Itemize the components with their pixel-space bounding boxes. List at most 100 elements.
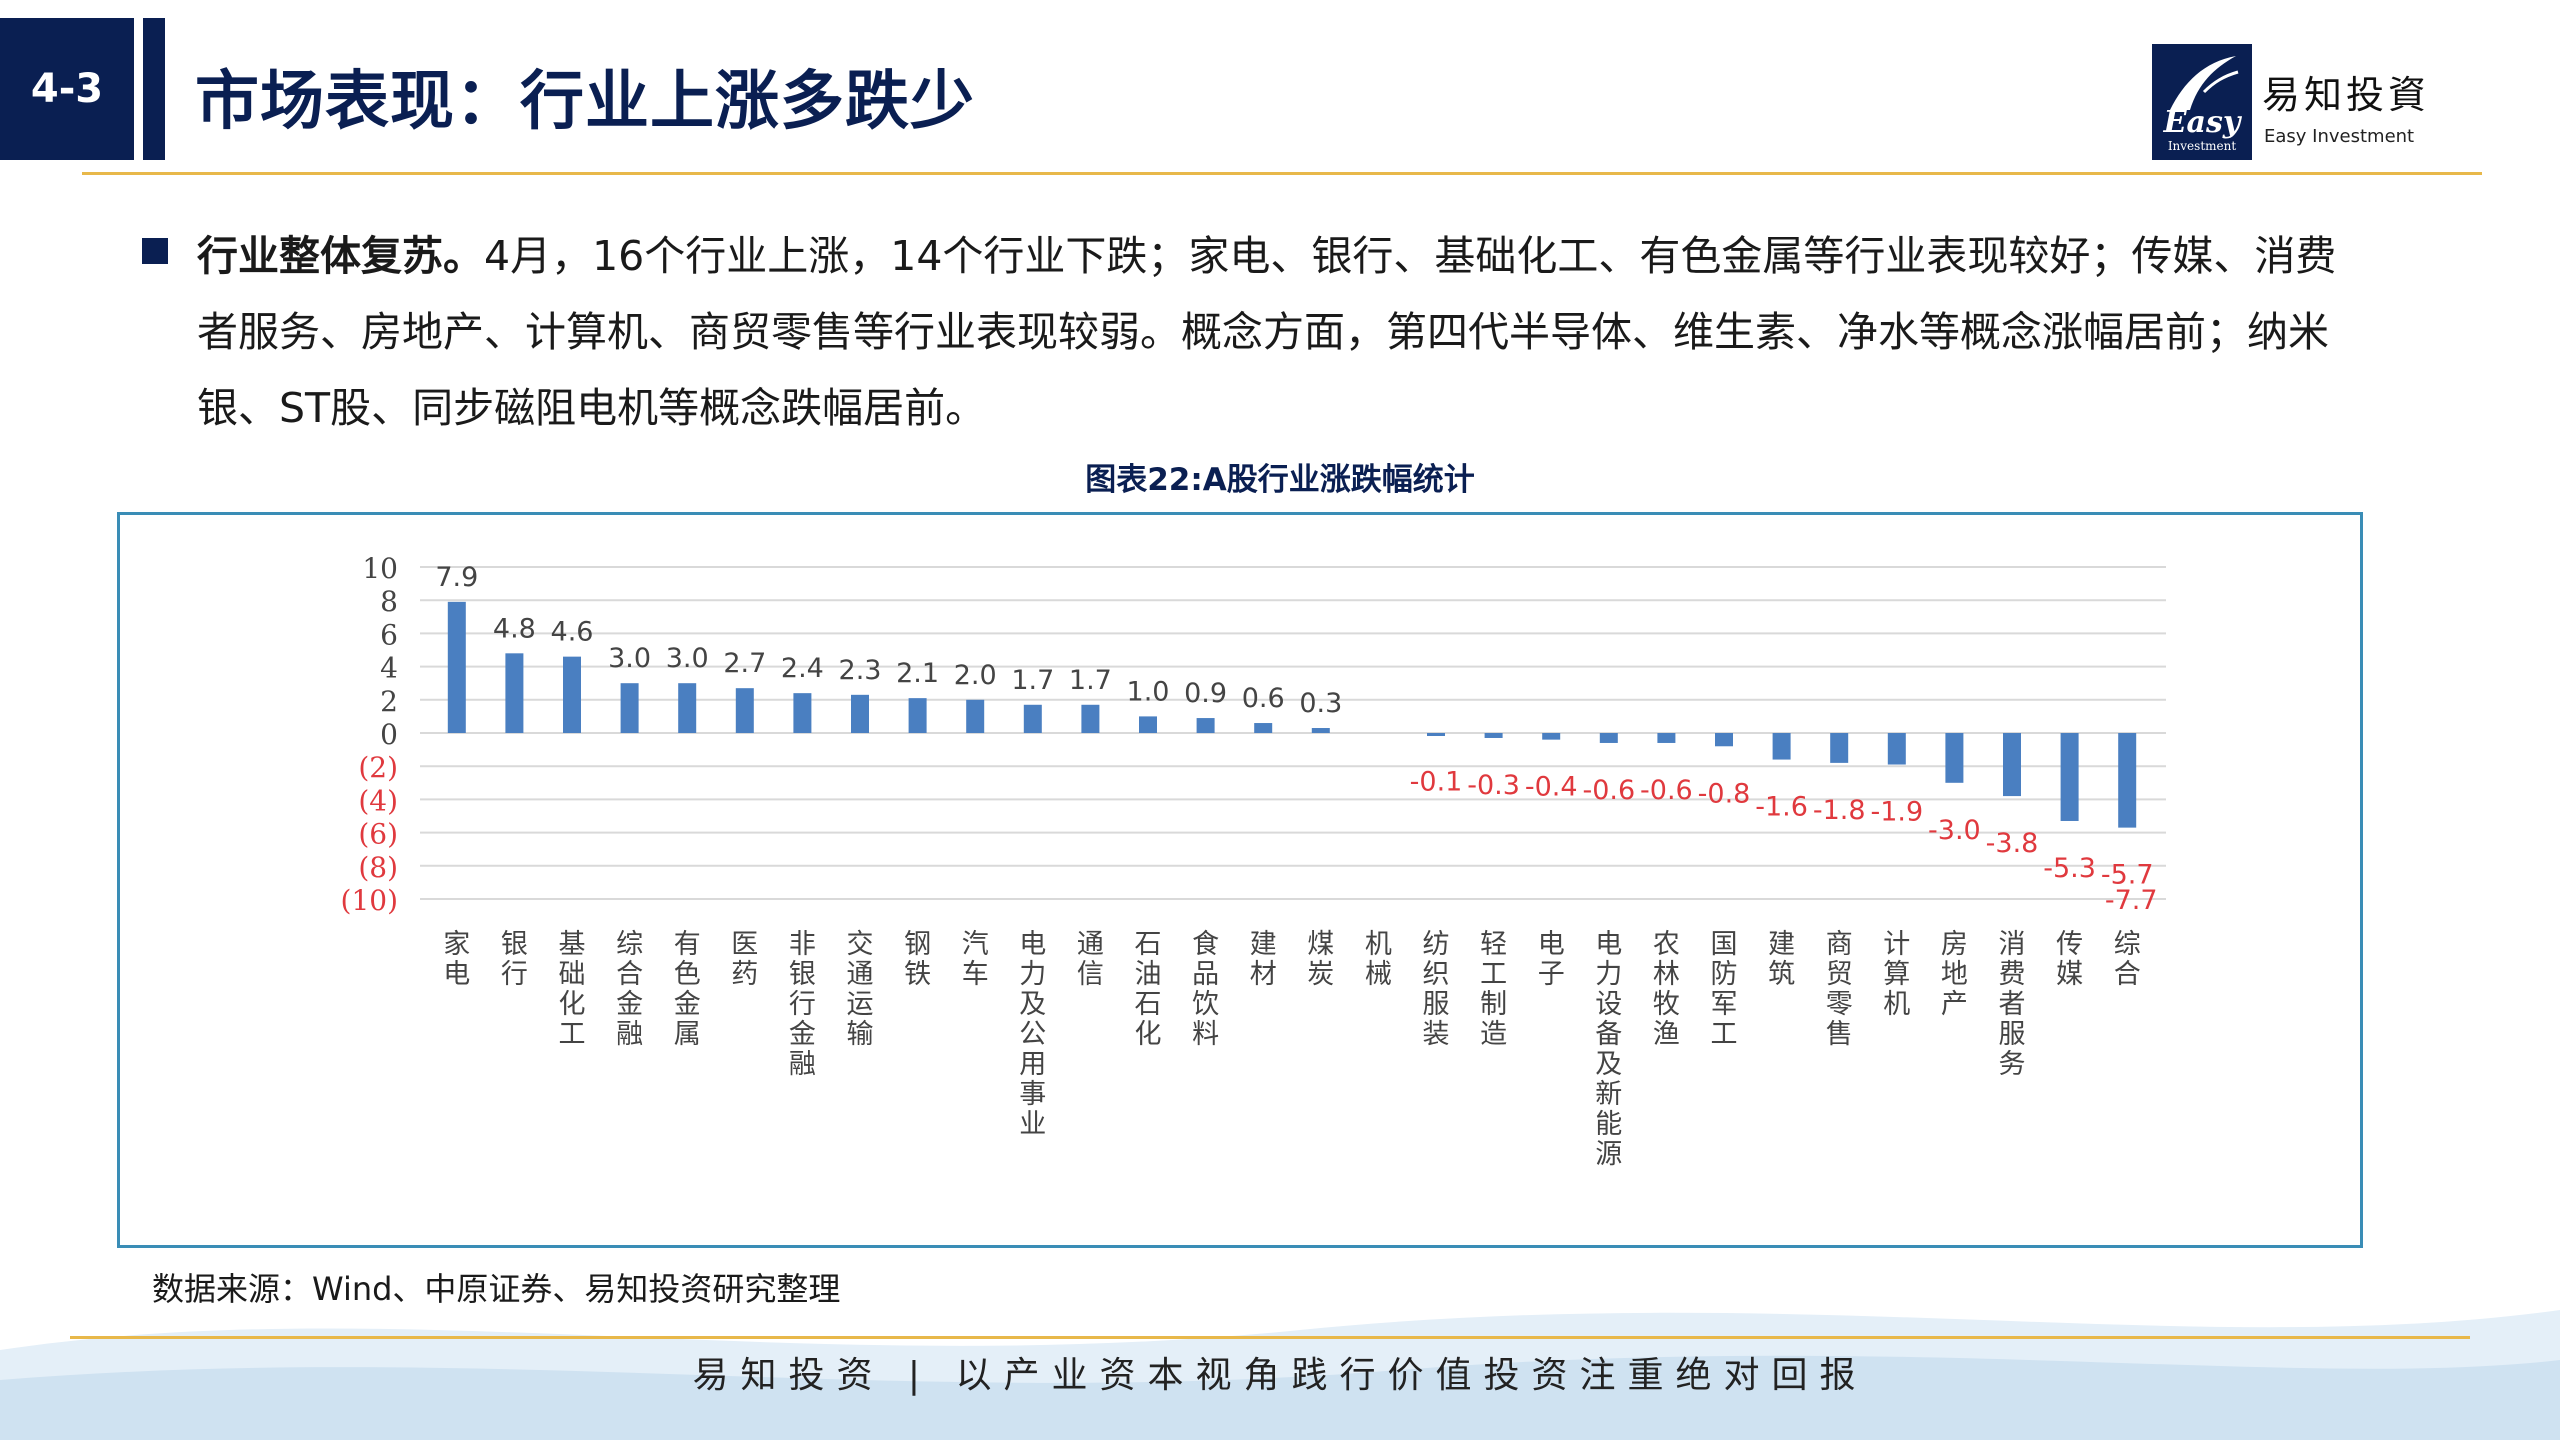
- footer-wave-decoration: [0, 1310, 2560, 1440]
- data-label: -1.8: [1813, 795, 1866, 826]
- category-label: 筑: [1768, 959, 1795, 990]
- category-label: 非: [789, 929, 816, 960]
- bar: [447, 601, 466, 733]
- category-label: 电: [1538, 929, 1565, 960]
- data-label: 2.1: [896, 658, 939, 689]
- category-label: 金: [674, 989, 701, 1020]
- category-label: 金: [616, 989, 643, 1020]
- category-label: 综: [2114, 929, 2141, 960]
- y-tick-label: (2): [358, 751, 398, 784]
- bar: [793, 693, 812, 733]
- bar: [1081, 704, 1100, 733]
- bar: [678, 683, 697, 733]
- category-label: 医: [731, 929, 758, 960]
- category-label: 业: [1019, 1109, 1046, 1140]
- category-label: 工: [1480, 959, 1507, 990]
- logo-subtext: Investment: [2167, 139, 2237, 153]
- bar: [2003, 733, 2021, 797]
- data-label: 4.8: [493, 613, 536, 644]
- category-label: 合: [2114, 959, 2141, 990]
- logo-swoosh-icon: [2170, 56, 2239, 110]
- bar: [1139, 716, 1157, 733]
- category-label: 服: [1999, 1019, 2026, 1050]
- category-label: 力: [1595, 959, 1622, 990]
- data-label: 2.3: [839, 655, 882, 686]
- category-label: 售: [1826, 1019, 1853, 1050]
- category-label: 公: [1019, 1019, 1046, 1050]
- bar: [1311, 728, 1330, 733]
- category-label: 及: [1019, 989, 1046, 1020]
- category-label: 色: [674, 959, 701, 990]
- category-label: 造: [1480, 1019, 1507, 1050]
- category-label: 煤: [1307, 929, 1334, 960]
- section-number: 4-3: [0, 18, 134, 160]
- bar: [1254, 723, 1273, 733]
- bar: [1196, 718, 1215, 733]
- category-label: 工: [559, 1019, 586, 1050]
- category-label: 装: [1423, 1019, 1450, 1050]
- brand-name-en: Easy Investment: [2264, 126, 2415, 147]
- category-label: 汽: [962, 929, 989, 960]
- data-label: -0.1: [1410, 767, 1463, 798]
- data-label: -1.9: [1870, 797, 1923, 828]
- bar: [1772, 733, 1791, 760]
- y-tick-label: 2: [380, 685, 398, 718]
- category-label: 费: [1999, 959, 2026, 990]
- category-label: 用: [1019, 1049, 1046, 1080]
- footer-divider: [70, 1336, 2470, 1339]
- bar: [1945, 733, 1964, 783]
- y-tick-label: 0: [380, 718, 398, 751]
- section-bar: [143, 18, 165, 160]
- category-label: 服: [1423, 989, 1450, 1020]
- category-label: 车: [962, 959, 989, 990]
- y-tick-label: (8): [358, 851, 398, 884]
- bullet-marker: [142, 238, 168, 264]
- data-label: 1.7: [1011, 665, 1054, 696]
- category-label: 料: [1192, 1019, 1219, 1050]
- y-tick-label: (4): [358, 784, 398, 817]
- data-label: 2.4: [781, 653, 824, 684]
- bar: [1657, 733, 1676, 743]
- category-label: 通: [1077, 929, 1104, 960]
- category-label: 农: [1653, 929, 1680, 960]
- data-label: -3.8: [1986, 828, 2039, 859]
- category-label: 计: [1883, 929, 1910, 960]
- data-label: 0.6: [1242, 683, 1285, 714]
- category-label: 输: [847, 1019, 874, 1050]
- y-tick-label: (6): [358, 818, 398, 851]
- data-source-note: 数据来源：Wind、中原证券、易知投资研究整理: [152, 1270, 841, 1308]
- category-label: 林: [1653, 959, 1680, 990]
- category-label: 防: [1711, 959, 1738, 990]
- data-label-extra: -7.7: [2105, 885, 2158, 916]
- bar: [505, 653, 524, 733]
- category-label: 钢: [904, 929, 931, 960]
- category-label: 食: [1192, 929, 1219, 960]
- category-label: 传: [2056, 929, 2083, 960]
- y-tick-label: 6: [380, 618, 398, 651]
- bar: [1599, 733, 1618, 743]
- category-label: 者: [1999, 989, 2026, 1020]
- category-label: 信: [1077, 959, 1104, 990]
- category-label: 电: [1595, 929, 1622, 960]
- category-label: 金: [789, 1019, 816, 1050]
- category-label: 媒: [2056, 959, 2083, 990]
- category-label: 军: [1711, 989, 1738, 1020]
- category-label: 交: [847, 929, 874, 960]
- bar: [620, 683, 639, 733]
- bullet-body: 4月，16个行业上涨，14个行业下跌；家电、银行、基础化工、有色金属等行业表现较…: [197, 232, 2337, 432]
- brand-name-cn: 易知投資: [2262, 73, 2431, 117]
- data-label: 1.0: [1127, 676, 1170, 707]
- category-label: 运: [847, 989, 874, 1020]
- data-label: -0.6: [1582, 775, 1635, 806]
- category-label: 基: [559, 929, 586, 960]
- bar: [1830, 733, 1849, 763]
- category-label: 融: [616, 1019, 643, 1050]
- industry-change-bar-chart: 1086420(2)(4)(6)(8)(10)7.9家电4.8银行4.6基础化工…: [341, 552, 2166, 1170]
- category-label: 通: [847, 959, 874, 990]
- category-label: 轻: [1480, 929, 1507, 960]
- category-label: 石: [1135, 929, 1162, 960]
- category-label: 力: [1019, 959, 1046, 990]
- data-label: 3.0: [666, 643, 709, 674]
- category-label: 电: [443, 959, 470, 990]
- category-label: 设: [1595, 989, 1622, 1020]
